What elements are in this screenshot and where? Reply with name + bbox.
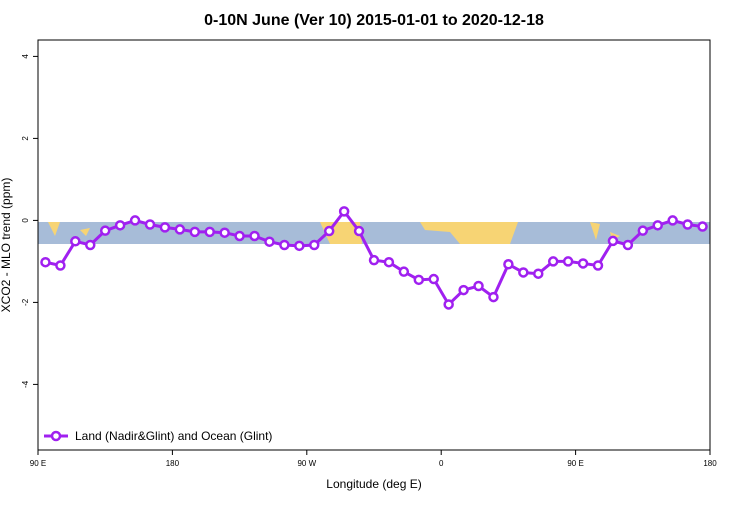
y-tick-label: -4 (21, 380, 30, 388)
point (294, 240, 305, 252)
point (174, 224, 186, 235)
point (234, 230, 245, 242)
map-band (38, 222, 710, 244)
point (323, 225, 335, 237)
point (99, 225, 111, 236)
chart-title: 0-10N June (Ver 10) 2015-01-01 to 2020-1… (204, 12, 544, 29)
point (458, 284, 469, 296)
y-tick-label: 2 (21, 136, 30, 141)
point (667, 215, 678, 226)
point (338, 206, 350, 217)
point (114, 220, 126, 231)
point (428, 273, 439, 285)
point (204, 226, 215, 238)
point (443, 299, 454, 310)
point (398, 266, 410, 277)
legend-marker (50, 430, 62, 442)
x-axis-label: Longitude (deg E) (326, 477, 421, 491)
x-tick-label: 180 (703, 459, 717, 468)
point (488, 291, 499, 303)
point (682, 219, 693, 230)
x-tick-label: 90 E (567, 459, 583, 468)
land-shape (420, 222, 518, 244)
point (592, 260, 604, 271)
point (70, 236, 81, 247)
point (129, 215, 141, 226)
point (473, 280, 484, 292)
plot-frame (37, 39, 711, 451)
y-tick-label: -2 (21, 298, 30, 306)
y-axis-label: XCO2 - MLO trend (ppm) (0, 178, 13, 313)
point (607, 235, 619, 247)
point (353, 225, 365, 237)
point (383, 256, 395, 268)
point (533, 268, 544, 279)
point (309, 239, 320, 251)
point (189, 226, 201, 238)
x-tick-label: 90 E (30, 459, 46, 468)
point (637, 225, 649, 236)
point (622, 239, 634, 251)
point (562, 256, 574, 267)
point (219, 227, 230, 238)
x-tick-label: 180 (166, 459, 180, 468)
point (368, 254, 380, 266)
point (40, 256, 51, 268)
x-tick-label: 90 W (297, 459, 316, 468)
y-tick-label: 0 (21, 218, 30, 223)
point (503, 259, 514, 270)
point (518, 267, 529, 278)
point (249, 230, 260, 242)
point (144, 219, 156, 230)
y-tick-label: 4 (21, 54, 30, 59)
point (55, 260, 66, 271)
point (264, 236, 275, 247)
x-tick-label: 0 (439, 459, 444, 468)
point (413, 274, 425, 286)
point (159, 222, 171, 233)
point (697, 221, 708, 232)
point (547, 256, 559, 267)
legend-label: Land (Nadir&Glint) and Ocean (Glint) (75, 429, 272, 443)
point (577, 258, 589, 269)
point (652, 220, 663, 231)
point (279, 239, 290, 251)
point (85, 239, 96, 251)
